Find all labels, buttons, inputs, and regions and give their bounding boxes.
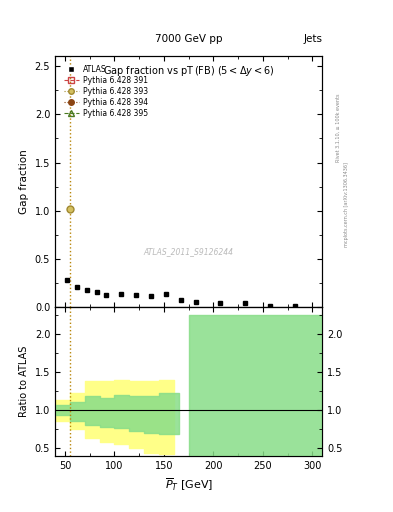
Text: mcplots.cern.ch [arXiv:1306.3436]: mcplots.cern.ch [arXiv:1306.3436]: [344, 162, 349, 247]
Text: Rivet 3.1.10, ≥ 100k events: Rivet 3.1.10, ≥ 100k events: [336, 94, 341, 162]
X-axis label: $\overline{P}_T$ [GeV]: $\overline{P}_T$ [GeV]: [165, 476, 213, 493]
Legend: ATLAS, Pythia 6.428 391, Pythia 6.428 393, Pythia 6.428 394, Pythia 6.428 395: ATLAS, Pythia 6.428 391, Pythia 6.428 39…: [62, 62, 150, 120]
Text: 7000 GeV pp: 7000 GeV pp: [155, 33, 222, 44]
Y-axis label: Ratio to ATLAS: Ratio to ATLAS: [19, 346, 29, 417]
Text: Jets: Jets: [303, 33, 322, 44]
Y-axis label: Gap fraction: Gap fraction: [19, 150, 29, 214]
Text: Gap fraction vs pT$\,$(FB) $(5 < \Delta y < 6)$: Gap fraction vs pT$\,$(FB) $(5 < \Delta …: [103, 64, 274, 78]
Text: ATLAS_2011_S9126244: ATLAS_2011_S9126244: [143, 248, 234, 257]
